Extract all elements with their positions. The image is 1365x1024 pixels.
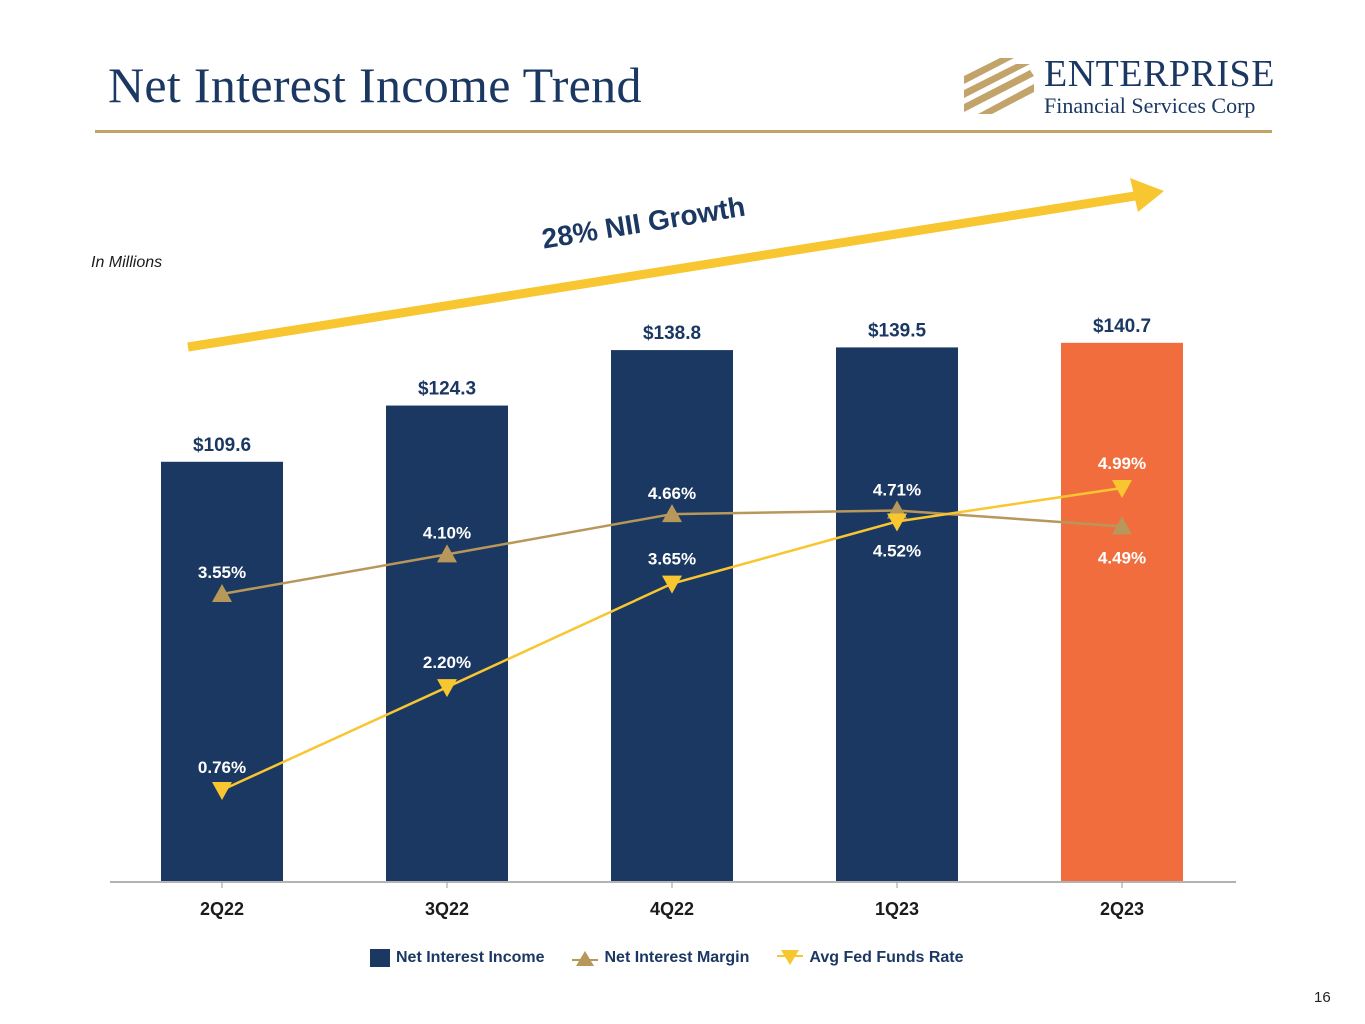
fed-value-label: 4.52% (873, 542, 921, 561)
unit-note: In Millions (91, 254, 163, 271)
nim-value-label: 4.66% (648, 484, 696, 503)
lines-group (212, 479, 1132, 800)
bar-1q23 (836, 347, 958, 882)
legend: Net Interest Income Net Interest Margin … (370, 944, 992, 972)
nim-marker (437, 544, 457, 563)
growth-arrow-head (1130, 178, 1164, 212)
fed-value-label: 4.99% (1098, 454, 1146, 473)
labels-group: $109.6 $124.3 $138.8 $139.5 $140.7 3.55% 4.10%… (193, 316, 1151, 777)
legend-triangle-up-icon (572, 951, 599, 966)
nim-value-label: 4.71% (873, 480, 921, 499)
x-tick-label: 1Q23 (875, 899, 919, 919)
x-axis: 2Q22 3Q22 4Q22 1Q23 2Q23 (110, 881, 1236, 919)
x-tick-label: 2Q22 (200, 899, 244, 919)
bar-4q22 (611, 350, 733, 882)
bar-value-label: $138.8 (643, 323, 701, 344)
company-logo: ENTERPRISE Financial Services Corp (960, 52, 1280, 122)
growth-arrow: 28% NII Growth (187, 178, 1164, 352)
bar-value-label: $139.5 (868, 320, 927, 341)
fed-marker (212, 782, 232, 800)
bar-value-label: $140.7 (1093, 316, 1151, 337)
fed-value-label: 0.76% (198, 758, 246, 777)
logo-subtitle: Financial Services Corp (1044, 93, 1256, 118)
legend-item-fed: Avg Fed Funds Rate (777, 948, 964, 968)
fed-marker (1112, 479, 1132, 498)
x-tick-label: 3Q22 (425, 899, 469, 919)
logo-mark-icon (964, 58, 1034, 114)
page-title: Net Interest Income Trend (108, 57, 642, 113)
growth-arrow-shaft (187, 191, 1136, 352)
title-divider (95, 130, 1272, 133)
legend-label-fed: Avg Fed Funds Rate (809, 949, 964, 966)
x-tick-label: 2Q23 (1100, 899, 1144, 919)
bar-2q22 (161, 461, 283, 881)
fed-marker (662, 575, 682, 594)
fed-marker (437, 679, 457, 698)
legend-item-nii: Net Interest Income (370, 949, 544, 967)
logo-name: ENTERPRISE (1044, 53, 1275, 95)
nim-marker (662, 504, 682, 523)
growth-label: 28% NII Growth (540, 191, 748, 255)
legend-swatch-bar (370, 949, 390, 967)
bar-value-label: $109.6 (193, 435, 251, 456)
page-number: 16 (1314, 989, 1331, 1006)
nim-value-label: 3.55% (198, 563, 246, 582)
nim-marker (1112, 516, 1132, 535)
nim-marker (212, 584, 232, 602)
bar-2q23 (1061, 342, 1183, 881)
bars-group (161, 342, 1183, 882)
legend-triangle-down-icon (777, 950, 804, 965)
bar-3q22 (386, 405, 508, 881)
nim-value-label: 4.10% (423, 523, 471, 542)
legend-label-nim: Net Interest Margin (604, 949, 750, 966)
x-tick-label: 4Q22 (650, 899, 694, 919)
bar-value-label: $124.3 (418, 379, 476, 400)
legend-item-nim: Net Interest Margin (572, 948, 749, 968)
nim-value-label: 4.49% (1098, 548, 1146, 567)
fed-value-label: 3.65% (648, 550, 696, 569)
fed-marker (887, 513, 907, 532)
fed-value-label: 2.20% (423, 653, 471, 672)
legend-label-nii: Net Interest Income (396, 949, 545, 966)
